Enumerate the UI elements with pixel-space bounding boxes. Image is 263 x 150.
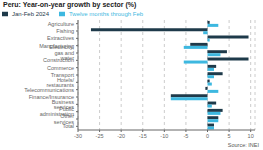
svg-text:Agriculture: Agriculture <box>48 21 74 27</box>
svg-text:5: 5 <box>228 133 231 139</box>
svg-text:Fishing: Fishing <box>56 28 74 34</box>
svg-text:-10: -10 <box>160 133 168 139</box>
svg-text:0: 0 <box>206 133 209 139</box>
svg-text:Construction: Construction <box>43 57 74 63</box>
svg-text:-5: -5 <box>183 133 188 139</box>
svg-text:-25: -25 <box>96 133 104 139</box>
svg-text:-30: -30 <box>74 133 82 139</box>
svg-text:Extractives: Extractives <box>47 35 74 41</box>
svg-text:Commerce: Commerce <box>47 65 74 71</box>
svg-text:Telecommunications: Telecommunications <box>24 87 74 93</box>
svg-text:10: 10 <box>248 133 254 139</box>
svg-text:-20: -20 <box>117 133 125 139</box>
svg-text:Total: Total <box>62 123 74 129</box>
svg-text:-15: -15 <box>139 133 147 139</box>
